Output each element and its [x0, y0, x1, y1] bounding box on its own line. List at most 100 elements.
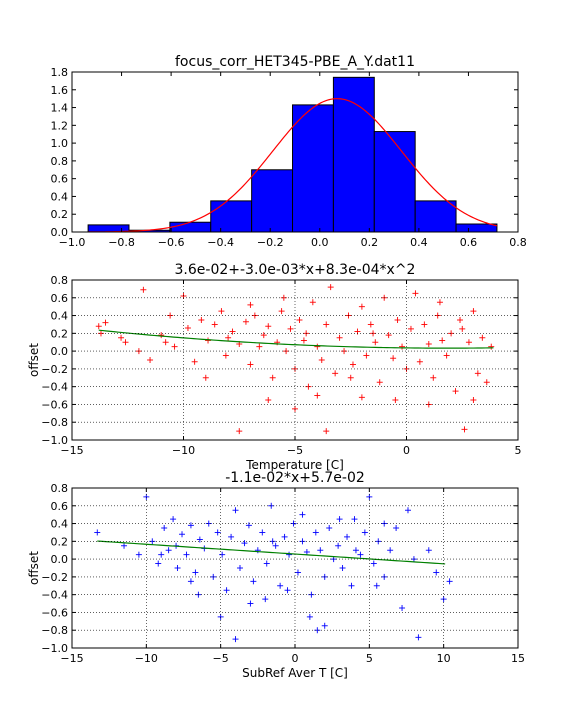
data-point — [256, 343, 263, 350]
data-point — [287, 325, 294, 332]
data-point — [158, 551, 165, 558]
data-point — [357, 551, 364, 558]
y-tick-label: 0.8 — [51, 274, 69, 287]
data-point — [461, 426, 468, 433]
y-axis-label: offset — [27, 343, 41, 377]
plot-area — [94, 493, 453, 643]
data-point — [349, 361, 356, 368]
y-tick-label: −1.0 — [41, 642, 68, 655]
data-point — [446, 578, 453, 585]
data-point — [300, 337, 307, 344]
x-tick-label: −15 — [60, 652, 83, 665]
x-tick-label: −10 — [135, 652, 158, 665]
data-point — [269, 374, 276, 381]
data-point — [387, 547, 394, 554]
histogram-bar — [332, 76, 375, 232]
y-axis-label: offset — [27, 551, 41, 585]
data-point — [236, 428, 243, 435]
y-tick-label: 1.2 — [51, 119, 69, 132]
y-tick-label: −1.0 — [41, 434, 68, 447]
y-tick-label: 0.4 — [51, 310, 69, 323]
fit-line — [97, 540, 446, 565]
data-point — [147, 357, 154, 363]
data-point — [211, 321, 218, 328]
data-point — [192, 569, 199, 576]
data-point — [443, 352, 450, 359]
data-point — [260, 332, 267, 339]
x-tick-label: 0 — [292, 652, 299, 665]
data-point — [247, 301, 254, 308]
data-point — [348, 582, 355, 589]
subplot-1: focus_corr_HET345-PBE_A_Y.dat11 −1.0 −0.8 −… — [51, 54, 527, 249]
x-tick-label: −0.2 — [257, 236, 284, 249]
data-point — [430, 374, 437, 381]
data-point — [385, 332, 392, 339]
data-point — [347, 374, 354, 381]
data-point — [122, 339, 129, 346]
data-point — [187, 578, 194, 585]
y-tick-label: −0.8 — [41, 624, 68, 637]
data-point — [272, 542, 279, 549]
data-point — [95, 323, 102, 330]
data-point — [183, 551, 190, 558]
data-point — [326, 525, 333, 531]
data-point — [321, 622, 328, 629]
data-point — [358, 303, 365, 310]
y-tick-label: −0.2 — [41, 571, 68, 584]
data-point — [336, 334, 343, 341]
data-point — [202, 374, 209, 381]
data-point — [214, 529, 221, 536]
data-point — [218, 308, 225, 315]
data-point — [327, 284, 334, 291]
x-tick-label: 5 — [515, 444, 522, 457]
histogram-bar — [373, 131, 416, 232]
data-point — [390, 355, 397, 362]
y-tick-label: −0.8 — [41, 416, 68, 429]
data-point — [228, 533, 235, 540]
plot-area — [87, 76, 498, 232]
data-point — [479, 334, 486, 341]
x-tick-label: 15 — [511, 652, 525, 665]
x-tick-label: 0.6 — [460, 236, 478, 249]
y-tick-label: 0.6 — [51, 292, 69, 305]
data-point — [323, 321, 330, 328]
x-tick-label: −15 — [60, 444, 83, 457]
data-point — [474, 370, 481, 377]
data-point — [222, 352, 229, 359]
data-point — [416, 358, 423, 365]
data-point — [286, 551, 293, 558]
data-point — [373, 582, 380, 589]
data-point — [335, 542, 342, 549]
data-point — [392, 397, 399, 403]
data-point — [232, 636, 239, 643]
data-point — [370, 560, 377, 567]
data-point — [219, 551, 226, 558]
data-point — [358, 394, 365, 401]
y-tick-label: −0.4 — [41, 381, 68, 394]
data-point — [265, 397, 272, 403]
data-point — [247, 361, 254, 368]
data-point — [245, 522, 252, 529]
data-point — [314, 392, 321, 399]
y-tick-label: −0.6 — [41, 398, 68, 411]
data-point — [465, 339, 472, 346]
data-point — [229, 328, 236, 335]
data-point — [223, 587, 230, 594]
data-point — [394, 317, 401, 323]
data-point — [309, 299, 316, 306]
gaussian-fit-curve — [88, 98, 498, 232]
y-tick-label: 0.2 — [51, 535, 69, 548]
data-point — [339, 565, 346, 571]
data-point — [452, 388, 459, 395]
data-point — [459, 325, 466, 332]
x-tick-label: −1.0 — [59, 236, 86, 249]
data-point — [351, 516, 358, 523]
data-point — [439, 337, 446, 344]
data-point — [198, 317, 205, 323]
histogram-bar — [210, 200, 253, 232]
y-tick-label: 0.6 — [51, 173, 69, 186]
data-point — [294, 569, 301, 576]
data-point — [341, 348, 348, 355]
data-point — [457, 317, 464, 323]
y-tick-label: 1.0 — [51, 137, 69, 150]
